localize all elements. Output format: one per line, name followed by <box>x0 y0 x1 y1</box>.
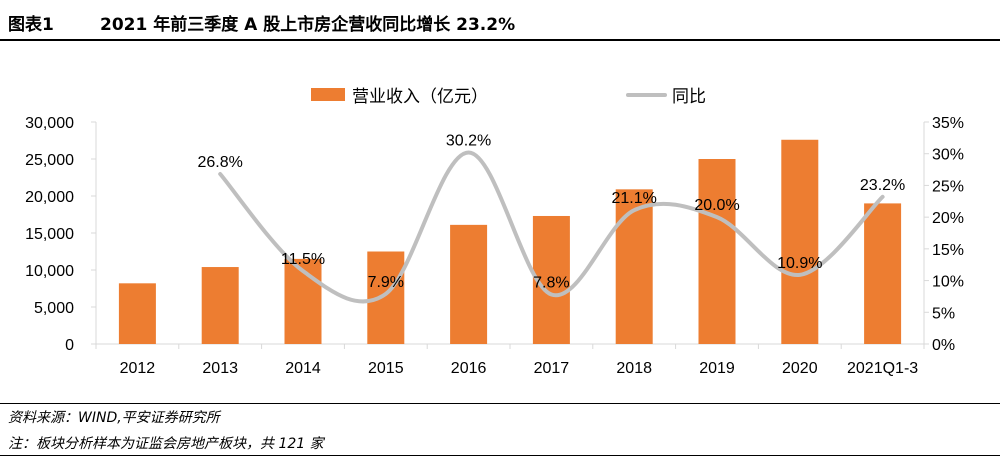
right-tick-label: 0% <box>932 337 955 354</box>
figure-header: 图表1 2021 年前三季度 A 股上市房企营收同比增长 23.2% <box>0 0 1000 40</box>
x-tick-label: 2015 <box>368 360 404 377</box>
x-tick-label: 2016 <box>451 360 487 377</box>
yoy-data-label: 21.1% <box>612 190 657 207</box>
right-tick-label: 20% <box>932 210 964 227</box>
right-tick-label: 30% <box>932 147 964 164</box>
revenue-bar <box>698 159 736 344</box>
right-tick-label: 15% <box>932 242 964 259</box>
yoy-data-label: 7.9% <box>368 274 404 291</box>
legend-label-line: 同比 <box>672 87 706 107</box>
x-tick-label: 2018 <box>616 360 652 377</box>
bottom-rule <box>0 455 1000 456</box>
revenue-bar <box>201 267 239 344</box>
x-tick-label: 2013 <box>202 360 238 377</box>
legend-label-bar: 营业收入（亿元） <box>352 87 488 107</box>
revenue-bar <box>367 251 405 344</box>
yoy-data-label: 23.2% <box>860 177 905 194</box>
figure-label: 图表1 <box>8 15 54 35</box>
revenue-bar <box>615 189 653 344</box>
revenue-bar <box>781 139 819 344</box>
yoy-data-label: 7.8% <box>533 275 569 292</box>
left-tick-label: 10,000 <box>25 263 74 280</box>
line-data-labels: 26.8% 11.5% 7.9% 30.2% 7.8% 21.1% 20.0% 10.9% 23… <box>198 132 906 291</box>
yoy-data-label: 11.5% <box>281 251 325 268</box>
x-tick-label: 2014 <box>285 360 321 377</box>
header-rule <box>0 39 1000 41</box>
x-tick-label: 2019 <box>699 360 735 377</box>
footer-rule <box>0 403 1000 404</box>
bar-series <box>118 139 902 344</box>
x-tick-label: 2017 <box>534 360 570 377</box>
left-axis: 0 5,000 10,000 15,000 20,000 25,000 30,000 <box>25 115 97 354</box>
x-tick-label: 2020 <box>782 360 818 377</box>
yoy-data-label: 10.9% <box>777 255 822 272</box>
right-axis: 0% 5% 10% 15% 20% 25% 30% 35% <box>923 115 964 354</box>
chart-legend: 营业收入（亿元） 同比 <box>311 87 706 107</box>
sample-note: 注：板块分析样本为证监会房地产板块，共 121 家 <box>8 436 324 452</box>
left-tick-label: 5,000 <box>34 300 74 317</box>
yoy-line <box>218 150 885 304</box>
right-tick-label: 5% <box>932 305 955 322</box>
legend-swatch-bar <box>311 88 345 101</box>
x-axis: 2012 2013 2014 2015 2016 2017 2018 2019 2020 2021… <box>95 343 925 377</box>
left-tick-label: 15,000 <box>25 226 74 243</box>
right-tick-label: 10% <box>932 274 964 291</box>
x-tick-label: 2012 <box>120 360 156 377</box>
left-tick-label: 30,000 <box>25 115 74 132</box>
chart-area: 营业收入（亿元） 同比 0 5,000 10,000 15,000 20,000 25,00… <box>25 87 964 377</box>
yoy-data-label: 30.2% <box>446 132 491 149</box>
left-tick-label: 25,000 <box>25 152 74 169</box>
chart-title: 2021 年前三季度 A 股上市房企营收同比增长 23.2% <box>100 15 516 35</box>
left-tick-label: 0 <box>65 337 74 354</box>
source-note: 资料来源：WIND,平安证券研究所 <box>8 410 220 426</box>
line-series <box>218 150 885 304</box>
x-tick-label: 2021Q1-3 <box>847 360 918 377</box>
revenue-bar <box>864 203 902 344</box>
right-tick-label: 25% <box>932 178 964 195</box>
revenue-bar <box>450 224 488 344</box>
yoy-data-label: 20.0% <box>694 197 739 214</box>
left-tick-label: 20,000 <box>25 189 74 206</box>
right-tick-label: 35% <box>932 115 964 132</box>
yoy-data-label: 26.8% <box>198 154 243 171</box>
revenue-bar <box>118 283 156 344</box>
